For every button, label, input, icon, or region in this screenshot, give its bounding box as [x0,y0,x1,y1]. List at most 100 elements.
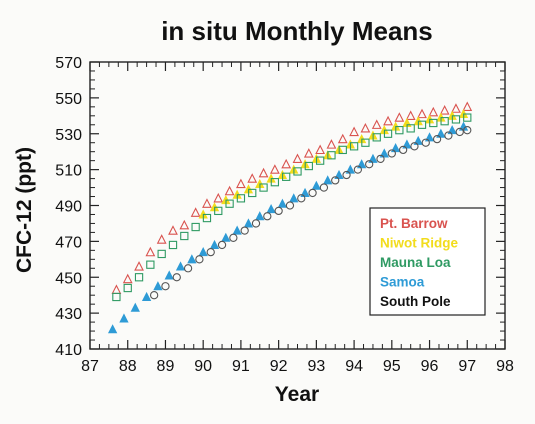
data-point [157,249,166,259]
data-point [156,234,167,244]
x-tick-label: 98 [496,358,514,375]
data-point [444,131,453,140]
data-point [180,231,189,241]
data-point [365,160,374,169]
legend-entry: Samoa [380,275,425,290]
x-tick-label: 89 [157,358,175,375]
x-axis-label: Year [275,383,319,406]
y-tick-label: 510 [55,163,82,180]
data-point [202,213,212,223]
data-point [202,198,212,208]
data-point [353,165,363,174]
x-tick-label: 94 [345,358,363,375]
data-point [224,185,235,196]
data-point [406,124,415,133]
data-point [146,260,155,269]
data-point [247,173,258,183]
data-point [394,112,405,122]
data-point [331,176,340,185]
data-point [112,292,121,302]
data-point [134,273,144,282]
legend: Pt. Barrow Niwot Ridge Mauna Loa Samoa South… [369,207,486,316]
data-point [383,129,393,138]
data-point [361,138,370,147]
series-south-pole [149,126,472,300]
data-point [432,134,442,144]
data-point [251,219,261,228]
data-point [398,145,408,155]
data-point [405,110,416,120]
data-point [451,115,461,124]
data-point [123,283,132,293]
data-point [217,240,227,250]
data-point [455,127,464,137]
data-point [293,167,302,176]
y-axis-label: CFC-12 (ppt) [13,147,36,273]
data-point [327,151,336,160]
data-point [175,261,186,271]
data-point [337,133,348,144]
data-point [195,255,204,264]
data-point [440,117,449,126]
data-point [451,103,461,113]
data-point [395,126,404,135]
y-tick-label: 530 [55,127,82,144]
data-point [209,239,220,249]
data-point [387,149,396,158]
data-point [206,247,215,257]
data-point [243,218,254,228]
data-point [269,164,280,174]
data-point [463,113,472,122]
data-point [421,138,430,147]
data-point [277,198,288,208]
data-point [236,194,246,203]
x-tick-label: 97 [458,358,476,375]
data-point [130,302,140,312]
x-tick-label: 88 [119,358,137,375]
data-point [172,273,181,282]
data-point [274,206,283,216]
data-point [187,254,197,264]
data-point [111,284,122,294]
legend-entry: Mauna Loa [380,255,451,270]
data-point [122,273,133,284]
x-tick-label: 90 [194,358,212,375]
data-point [168,240,178,250]
x-tick-label: 91 [232,358,250,375]
data-point [289,193,299,203]
chart-title: in situ Monthly Means [161,16,433,46]
data-point [259,183,268,192]
series-mauna-loa [112,113,472,302]
data-point [145,246,156,257]
data-point [292,153,303,164]
data-point [258,167,269,178]
data-point [153,281,163,291]
x-tick-label: 96 [421,358,439,375]
data-point [311,180,322,190]
data-point [308,188,317,198]
data-point [323,175,333,185]
data-point [179,219,190,230]
data-point [372,133,381,142]
data-point [232,225,242,235]
y-tick-label: 570 [55,55,82,72]
data-point [183,264,193,273]
data-point [319,183,329,192]
data-point [429,118,438,128]
data-point [349,126,359,137]
data-point [214,206,223,216]
data-point [119,313,129,323]
data-point [229,233,238,242]
data-point [225,199,234,208]
x-tick-label: 93 [307,358,325,375]
data-point [190,207,201,217]
x-tick-label: 92 [270,358,288,375]
data-point [236,178,246,189]
data-point [270,178,280,187]
data-point [371,119,382,129]
data-point [360,122,371,133]
data-point [315,156,325,165]
data-point [376,154,385,164]
